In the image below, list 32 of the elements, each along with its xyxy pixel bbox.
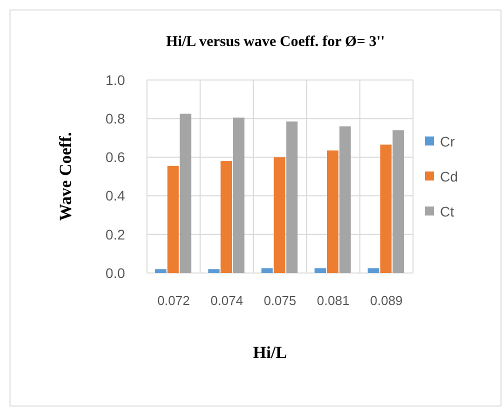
y-tick-label: 0.2 bbox=[106, 226, 126, 242]
bar bbox=[314, 268, 326, 273]
legend-label: Cr bbox=[440, 133, 456, 150]
x-tick-label: 0.074 bbox=[210, 293, 244, 308]
y-tick-label: 0.6 bbox=[106, 149, 126, 166]
legend-label: Ct bbox=[440, 203, 454, 220]
x-tick-label: 0.072 bbox=[157, 293, 190, 308]
y-tick-label: 1.0 bbox=[106, 72, 126, 88]
y-tick-label: 0.8 bbox=[106, 110, 126, 126]
bar bbox=[286, 121, 298, 273]
bar bbox=[261, 268, 273, 273]
bar bbox=[326, 150, 338, 273]
bar bbox=[392, 130, 404, 273]
x-tick-label: 0.075 bbox=[264, 293, 296, 308]
x-tick-label: 0.081 bbox=[316, 293, 350, 308]
bar bbox=[274, 157, 286, 273]
bar bbox=[339, 126, 351, 273]
y-axis-title: Wave Coeff. bbox=[56, 132, 75, 221]
chart-title: Hi/L versus wave Coeff. for Ø= 3'' bbox=[166, 34, 385, 50]
bar bbox=[233, 118, 244, 273]
bar bbox=[380, 144, 392, 273]
bar bbox=[368, 268, 380, 273]
x-axis-title: Hi/L bbox=[252, 343, 288, 362]
y-tick-label: 0.0 bbox=[106, 264, 126, 281]
bar bbox=[167, 166, 179, 273]
y-tick-label: 0.4 bbox=[106, 188, 126, 204]
bar bbox=[220, 161, 232, 273]
bar bbox=[208, 269, 220, 273]
legend-label: Cd bbox=[440, 168, 458, 184]
bar bbox=[154, 269, 166, 273]
x-tick-label: 0.089 bbox=[370, 293, 403, 308]
bar bbox=[180, 114, 192, 273]
